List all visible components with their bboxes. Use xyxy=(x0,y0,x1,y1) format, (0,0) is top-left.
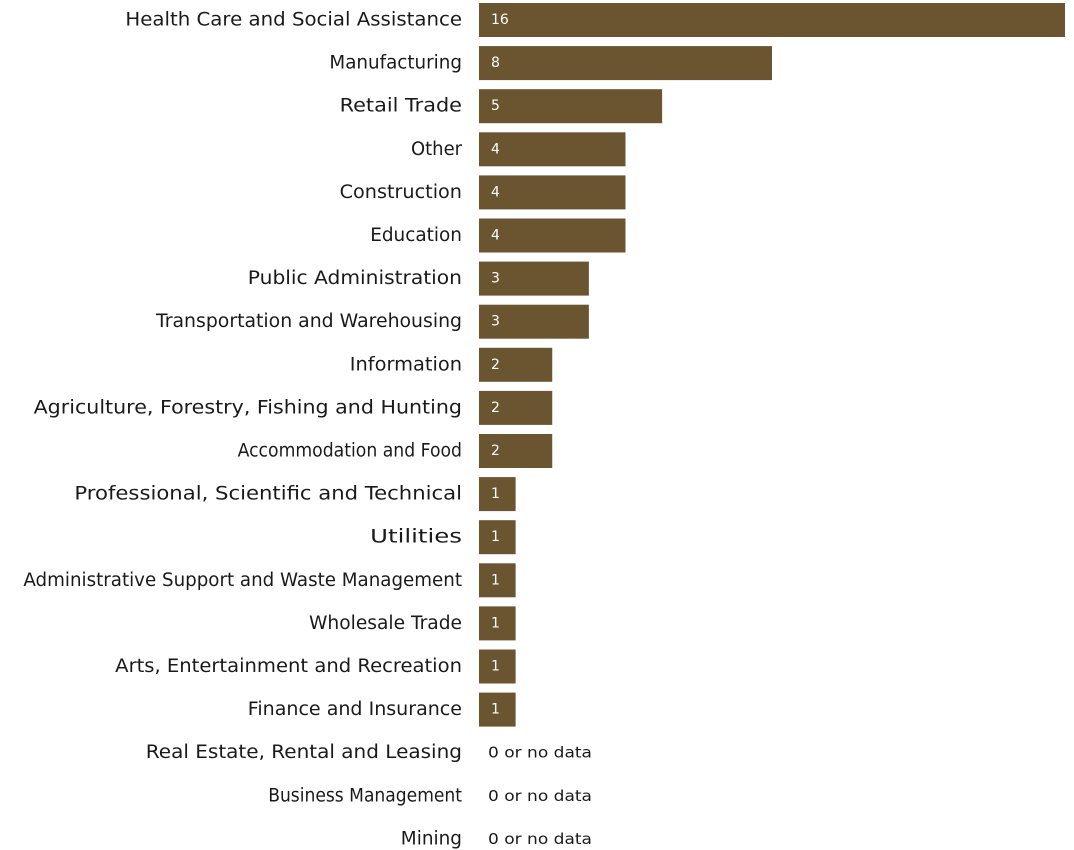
value-label: 2 xyxy=(491,400,500,416)
bar-row: Transportation and Warehousing 3 xyxy=(155,304,589,339)
bar-row: Education 4 xyxy=(370,218,626,253)
value-label: 1 xyxy=(491,572,500,588)
category-label: Accommodation and Food xyxy=(238,441,462,462)
bar-row: Professional, Scientific and Technical 1 xyxy=(74,477,516,512)
value-label: 1 xyxy=(491,659,500,675)
category-label: Education xyxy=(370,225,462,246)
value-label: 1 xyxy=(491,702,500,718)
bar xyxy=(479,261,589,296)
bar-row: Business Management 0 or no data xyxy=(268,785,592,806)
value-label: 3 xyxy=(491,271,500,287)
category-label: Construction xyxy=(340,182,462,203)
bar-row: Utilities 1 xyxy=(370,520,516,555)
value-label: 4 xyxy=(491,141,500,157)
category-label: Wholesale Trade xyxy=(309,613,462,634)
bar xyxy=(479,89,663,124)
bar-row: Information 2 xyxy=(350,347,553,382)
value-label: 2 xyxy=(491,357,500,373)
category-label: Manufacturing xyxy=(329,53,462,74)
bar-row: Other 4 xyxy=(411,132,626,167)
no-data-label: 0 or no data xyxy=(488,830,592,848)
category-label: Agriculture, Forestry, Fishing and Hunti… xyxy=(34,397,462,418)
category-label: Mining xyxy=(401,828,462,849)
category-label: Administrative Support and Waste Managem… xyxy=(23,570,462,591)
bar xyxy=(479,175,626,210)
value-label: 3 xyxy=(491,314,500,330)
value-label: 4 xyxy=(491,228,500,244)
category-label: Other xyxy=(411,139,462,160)
bar xyxy=(479,692,516,727)
bar xyxy=(479,649,516,684)
bar xyxy=(479,606,516,641)
bar-row: Mining 0 or no data xyxy=(401,828,592,849)
category-label: Retail Trade xyxy=(340,96,462,117)
category-label: Public Administration xyxy=(248,268,462,289)
value-label: 1 xyxy=(491,615,500,631)
bar xyxy=(479,304,589,339)
bar-row: Retail Trade 5 xyxy=(340,89,663,124)
value-label: 5 xyxy=(491,98,500,114)
bar-row: Finance and Insurance 1 xyxy=(248,692,516,727)
category-label: Finance and Insurance xyxy=(248,699,462,720)
category-label: Business Management xyxy=(268,785,462,806)
category-label: Professional, Scientific and Technical xyxy=(74,484,462,505)
bar-row: Public Administration 3 xyxy=(248,261,589,296)
bar-row: Administrative Support and Waste Managem… xyxy=(23,563,516,598)
bar xyxy=(479,477,516,512)
category-label: Arts, Entertainment and Recreation xyxy=(115,656,462,677)
bar-row: Accommodation and Food 2 xyxy=(238,434,553,468)
bar xyxy=(479,390,553,425)
category-label: Information xyxy=(350,354,462,375)
bar-row: Health Care and Social Assistance 16 xyxy=(125,3,1065,37)
bar xyxy=(479,218,626,253)
bar xyxy=(479,347,553,382)
bar-row: Wholesale Trade 1 xyxy=(309,606,516,641)
category-label: Transportation and Warehousing xyxy=(155,311,462,332)
bar-row: Agriculture, Forestry, Fishing and Hunti… xyxy=(34,390,553,425)
bar xyxy=(479,3,1065,37)
bar-row: Construction 4 xyxy=(340,175,626,210)
category-label: Real Estate, Rental and Leasing xyxy=(146,742,462,763)
bar xyxy=(479,563,516,598)
bar xyxy=(479,132,626,167)
no-data-label: 0 or no data xyxy=(488,787,592,805)
value-label: 4 xyxy=(491,184,500,200)
bar xyxy=(479,434,553,468)
value-label: 2 xyxy=(491,443,500,459)
value-label: 1 xyxy=(491,529,500,545)
value-label: 1 xyxy=(491,486,500,502)
bar-row: Real Estate, Rental and Leasing 0 or no d… xyxy=(146,742,592,763)
no-data-label: 0 or no data xyxy=(488,744,592,762)
bar xyxy=(479,46,772,81)
category-label: Utilities xyxy=(370,527,462,548)
bar-row: Arts, Entertainment and Recreation 1 xyxy=(115,649,516,684)
category-label: Health Care and Social Assistance xyxy=(125,10,462,31)
value-label: 8 xyxy=(491,55,500,71)
bar-row: Manufacturing 8 xyxy=(329,46,772,81)
bar xyxy=(479,520,516,555)
value-label: 16 xyxy=(491,12,509,28)
